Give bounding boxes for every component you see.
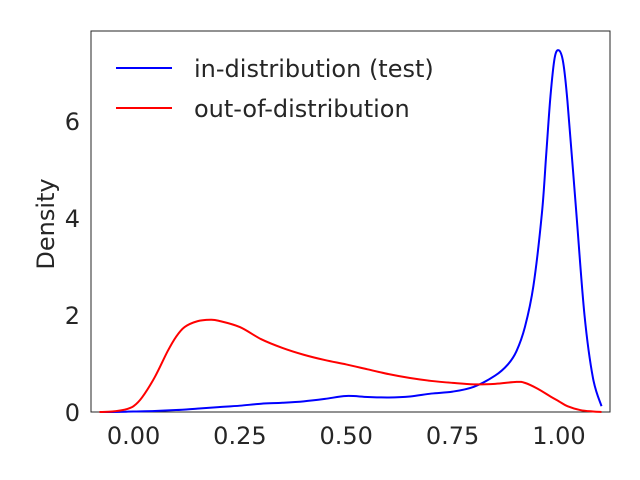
x-tick-label: 0.75: [426, 422, 479, 450]
series-line-in-distribution: [99, 49, 603, 414]
legend-label-out-of-distribution: out-of-distribution: [194, 95, 410, 123]
y-tick-label: 4: [65, 205, 80, 233]
x-tick-label: 1.00: [532, 422, 585, 450]
plot-area: [90, 30, 611, 413]
x-tick-label: 0.50: [320, 422, 373, 450]
y-axis-label: Density: [32, 178, 60, 269]
x-tick-label: 0.00: [107, 422, 160, 450]
y-tick-label: 0: [65, 399, 80, 427]
series-line-out-of-distribution: [99, 318, 602, 413]
series-layer: [99, 49, 603, 414]
legend: in-distribution (test) out-of-distributi…: [116, 55, 434, 123]
legend-label-in-distribution: in-distribution (test): [194, 55, 434, 83]
y-tick-label: 2: [65, 302, 80, 330]
x-axis: 0.00 0.25 0.50 0.75 1.00: [107, 422, 586, 450]
y-tick-label: 6: [65, 108, 80, 136]
y-axis: 0 2 4 6: [65, 108, 80, 427]
x-tick-label: 0.25: [213, 422, 266, 450]
